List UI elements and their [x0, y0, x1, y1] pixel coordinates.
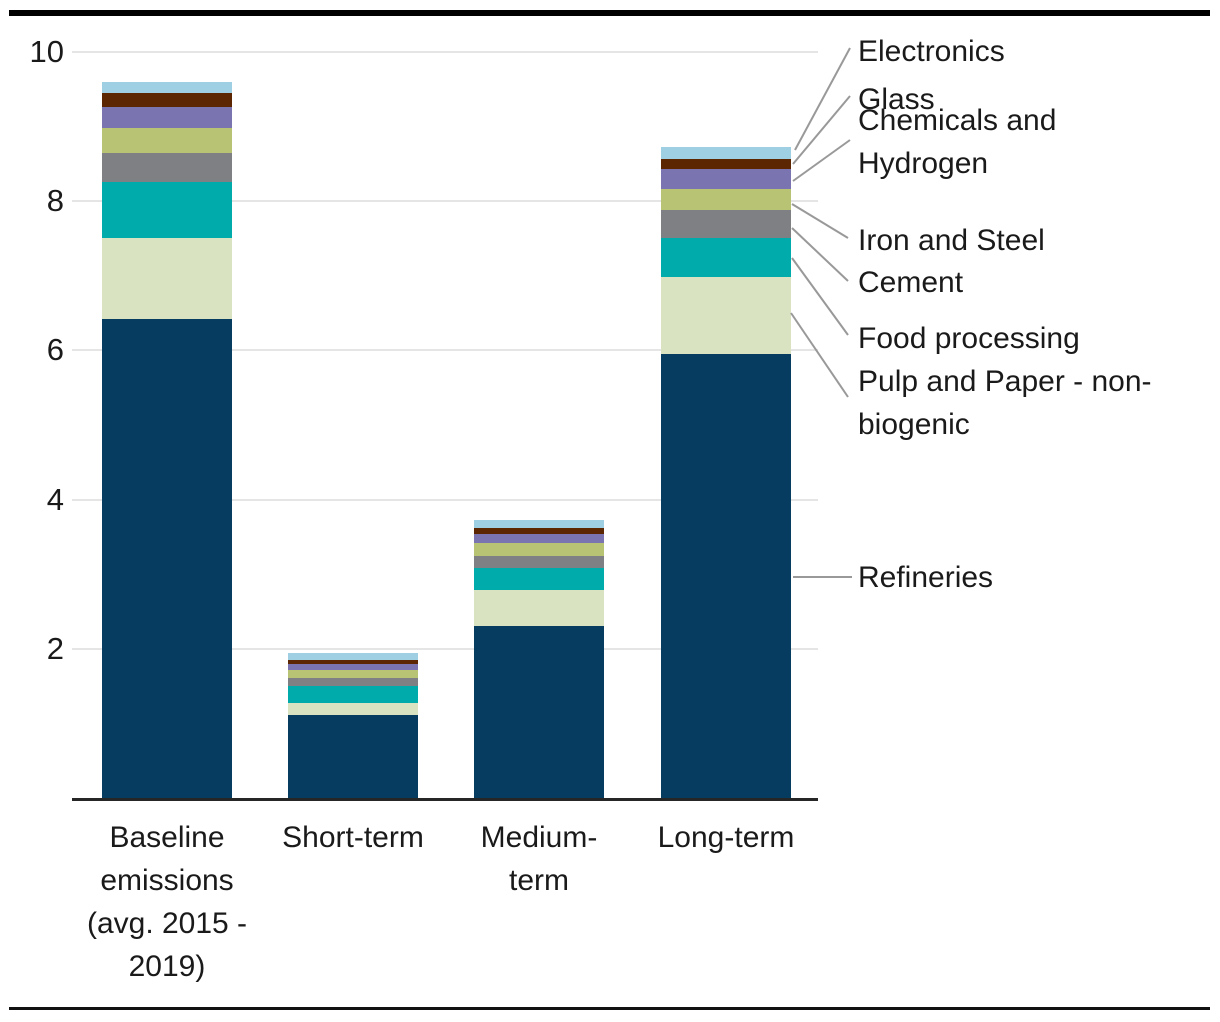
gridline-8	[72, 200, 818, 203]
y-tick-label-10: 10	[29, 34, 64, 69]
gridline-2	[72, 647, 818, 650]
bar-segment-glass[interactable]	[661, 158, 791, 170]
bar-segment-chemicals-and-hydrogen[interactable]	[474, 533, 604, 543]
x-label-medium-term: Medium- term	[480, 821, 598, 897]
bar-segment-electronics[interactable]	[661, 146, 791, 159]
leader-line-glass	[792, 95, 851, 165]
bar-segment-iron-and-steel[interactable]	[661, 188, 791, 211]
legend-label-cement: Cement	[858, 266, 964, 299]
x-label-long-term: Long-term	[657, 821, 795, 854]
legend-label-glass: Glass	[858, 83, 935, 116]
top-rule	[9, 10, 1210, 16]
leader-line-cement	[791, 227, 849, 282]
y-tick-label-2: 2	[46, 630, 64, 666]
y-tick-label-4: 4	[46, 481, 64, 517]
bar-segment-electronics[interactable]	[474, 520, 604, 528]
bar-segment-pulp-and-paper-non-biogenic[interactable]	[288, 702, 418, 716]
bar-segment-glass[interactable]	[102, 93, 232, 108]
bar-segment-electronics[interactable]	[288, 653, 418, 660]
bar-segment-cement[interactable]	[102, 152, 232, 182]
bar-segment-electronics[interactable]	[102, 81, 232, 94]
bar-segment-glass[interactable]	[288, 659, 418, 665]
legend-label-refineries: Refineries	[858, 561, 994, 594]
x-axis-line	[72, 798, 818, 801]
bar-segment-food-processing[interactable]	[288, 686, 418, 703]
y-tick-label-8: 8	[46, 183, 64, 219]
gridline-6	[72, 349, 818, 352]
bar-segment-iron-and-steel[interactable]	[102, 128, 232, 153]
x-label-baseline: Baseline emissions (avg. 2015 - 2019)	[86, 821, 248, 983]
bar-segment-refineries[interactable]	[474, 625, 604, 798]
leader-line-iron-steel	[791, 203, 849, 239]
bar-segment-refineries[interactable]	[288, 715, 418, 798]
bar-segment-pulp-and-paper-non-biogenic[interactable]	[474, 589, 604, 626]
legend-label-food-processing: Food processing	[858, 322, 1080, 355]
bar-segment-chemicals-and-hydrogen[interactable]	[661, 169, 791, 189]
bar-segment-pulp-and-paper-non-biogenic[interactable]	[102, 237, 232, 320]
leader-line-electronics	[794, 47, 851, 151]
bar-segment-pulp-and-paper-non-biogenic[interactable]	[661, 276, 791, 355]
bar-segment-glass[interactable]	[474, 527, 604, 534]
x-label-short-term: Short-term	[282, 821, 424, 854]
bar-segment-cement[interactable]	[474, 555, 604, 569]
gridline-10	[72, 51, 818, 53]
bar-segment-refineries[interactable]	[661, 354, 791, 798]
leader-line-pulp-paper	[790, 312, 849, 398]
leader-line-chemicals-hydrogen	[792, 139, 851, 182]
bar-segment-cement[interactable]	[288, 677, 418, 687]
bar-segment-chemicals-and-hydrogen[interactable]	[288, 664, 418, 671]
gridline-4	[72, 498, 818, 501]
leader-line-food-processing	[791, 257, 849, 336]
bar-segment-food-processing[interactable]	[102, 181, 232, 238]
bar-segment-food-processing[interactable]	[661, 237, 791, 277]
bar-segment-refineries[interactable]	[102, 319, 232, 798]
legend-label-pulp-paper: Pulp and Paper - non- biogenic	[858, 365, 1152, 441]
legend-label-chemicals-hydrogen: Chemicals and Hydrogen	[858, 104, 1057, 180]
bar-segment-chemicals-and-hydrogen[interactable]	[102, 107, 232, 129]
y-tick-label-6: 6	[46, 332, 64, 368]
bottom-rule	[9, 1007, 1210, 1010]
legend-label-electronics: Electronics	[858, 35, 1005, 68]
bar-segment-food-processing[interactable]	[474, 568, 604, 590]
bar-segment-cement[interactable]	[661, 210, 791, 238]
bar-segment-iron-and-steel[interactable]	[288, 670, 418, 678]
bar-segment-iron-and-steel[interactable]	[474, 542, 604, 556]
legend-label-iron-steel: Iron and Steel	[858, 224, 1045, 257]
